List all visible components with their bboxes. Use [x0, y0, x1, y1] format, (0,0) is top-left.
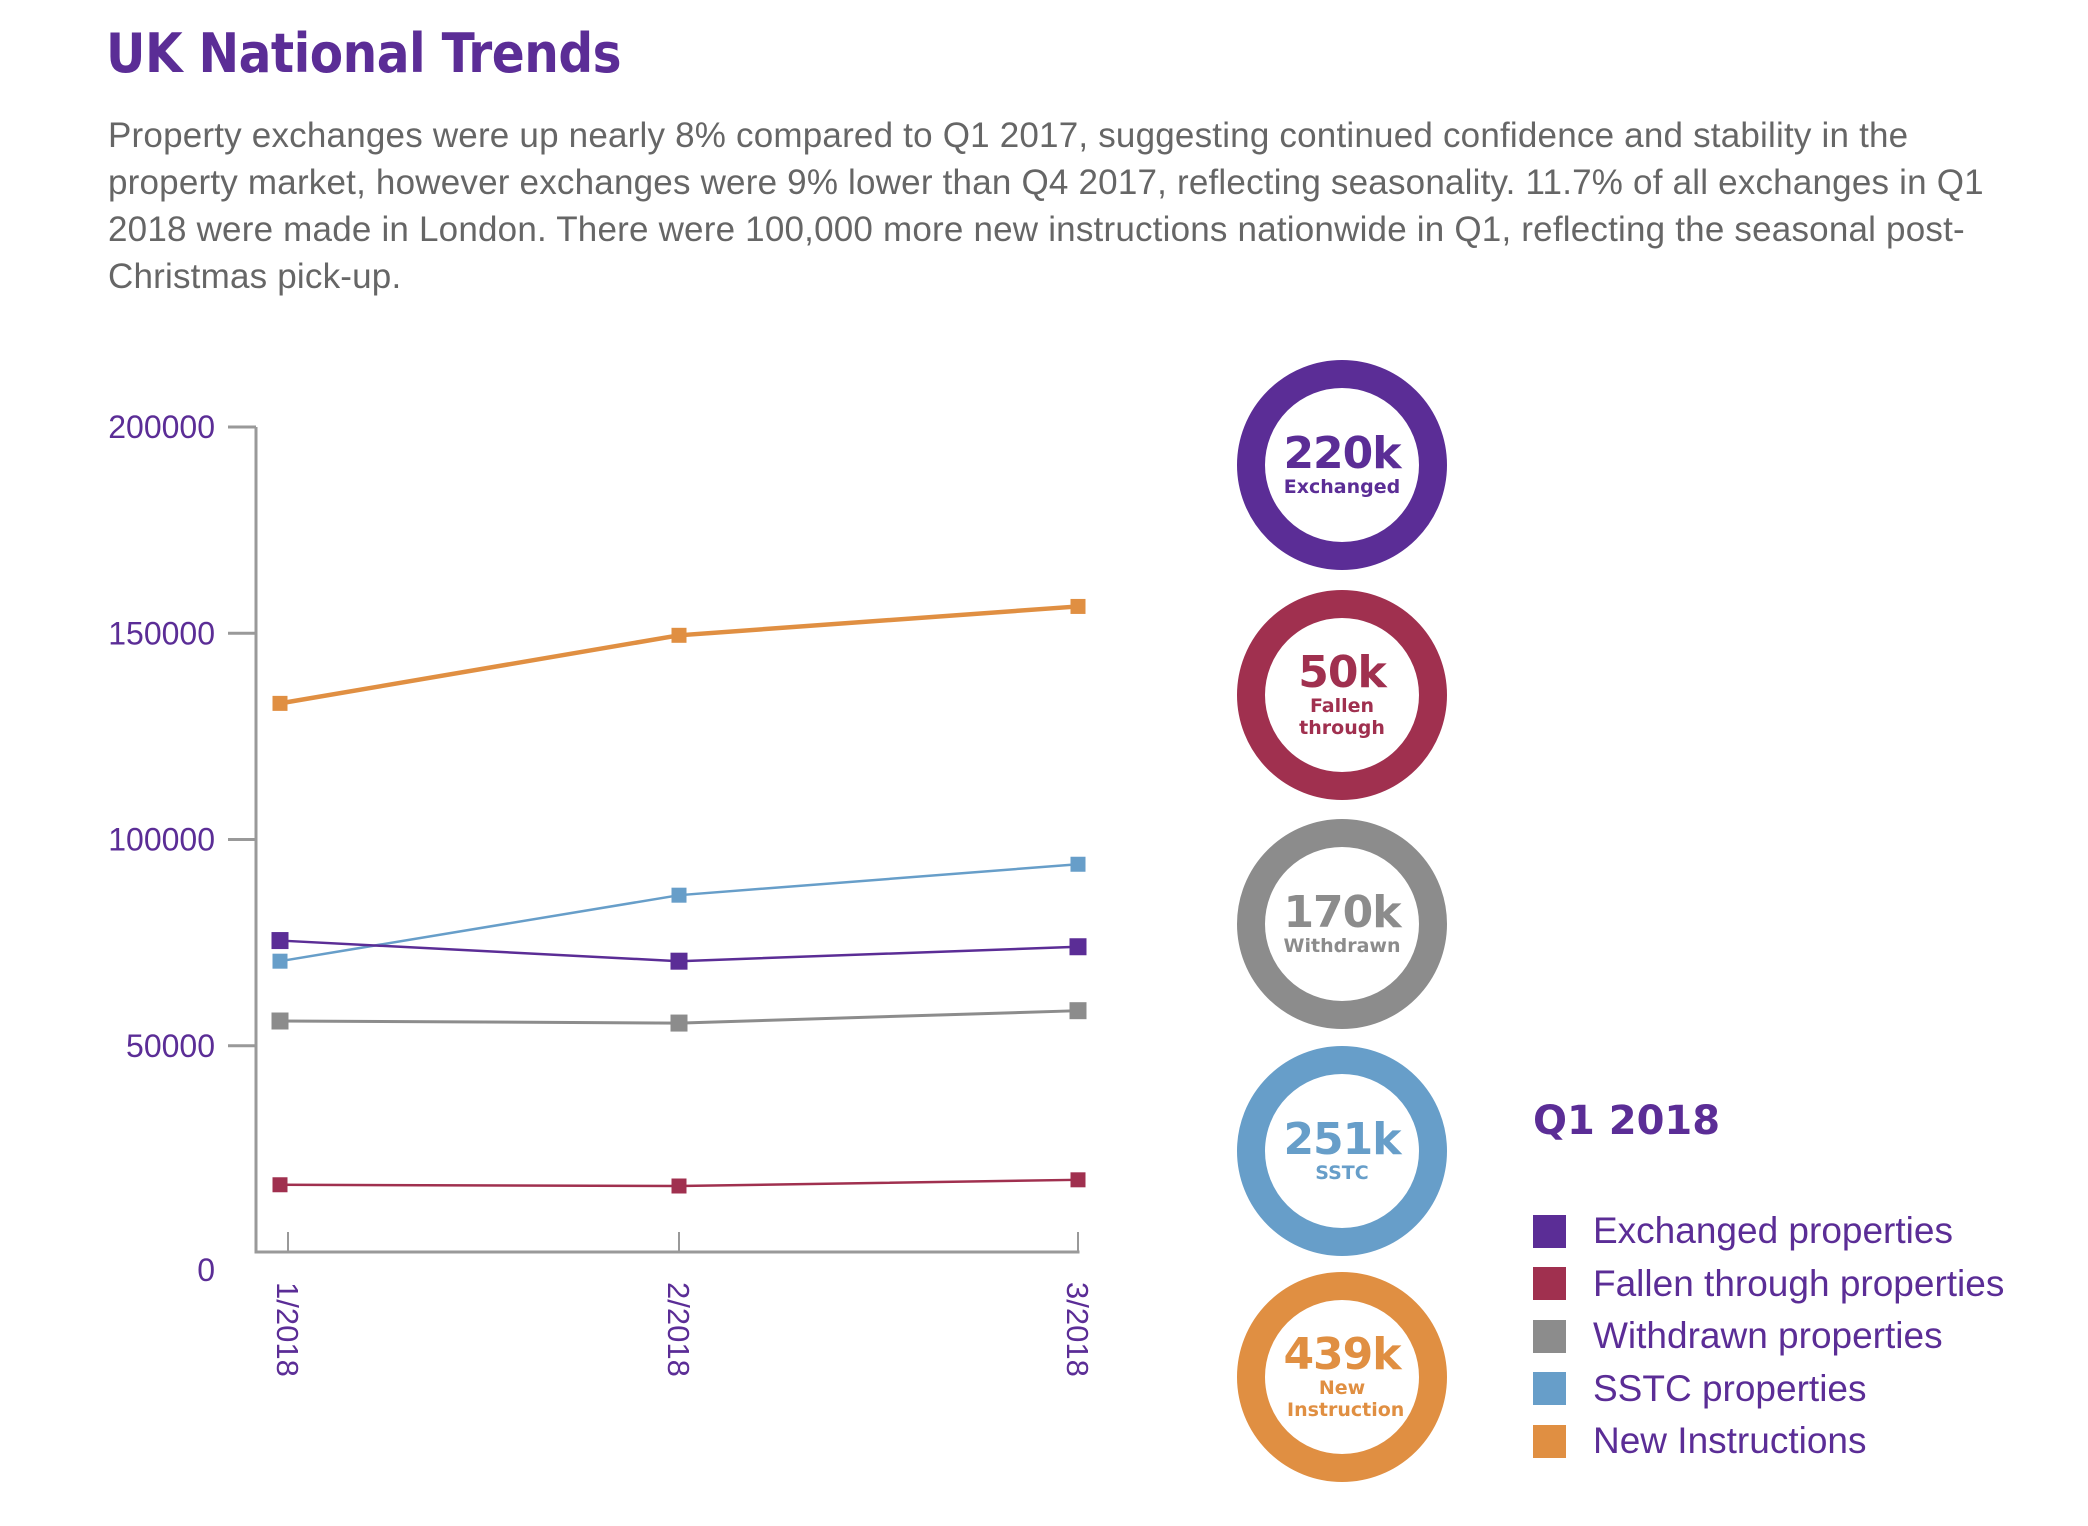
y-tick-label: 50000 — [126, 1028, 215, 1064]
legend-label: Withdrawn properties — [1593, 1315, 1943, 1357]
donut-label: Exchanged — [1283, 476, 1401, 498]
summary-donut-sstc: 251k SSTC — [1237, 1046, 1447, 1256]
chart-axes: 0 50000 100000 150000 200000 1/2018 2/2018 3/20… — [108, 409, 1095, 1377]
y-tick-label: 200000 — [108, 409, 215, 445]
donut-label: Fallen through — [1299, 695, 1385, 739]
legend-label: Fallen through properties — [1593, 1262, 2005, 1304]
chart-series — [271, 598, 1087, 1194]
legend-title: Q1 2018 — [1533, 1098, 1721, 1144]
legend-item-withdrawn: Withdrawn properties — [1533, 1310, 2004, 1363]
legend-swatch — [1533, 1214, 1566, 1248]
legend-label: SSTC properties — [1593, 1367, 1867, 1409]
y-tick-label: 0 — [197, 1252, 215, 1288]
data-point-new-instructions — [272, 695, 288, 711]
chart-legend: Exchanged properties Fallen through prope… — [1533, 1205, 2004, 1468]
y-tick-label: 150000 — [108, 615, 215, 651]
x-tick-label: 3/2018 — [1060, 1282, 1095, 1377]
data-point-fallen — [272, 1177, 288, 1193]
legend-item-fallen: Fallen through properties — [1533, 1258, 2004, 1311]
legend-item-sstc: SSTC properties — [1533, 1363, 2004, 1416]
donut-value: 251k — [1283, 1114, 1401, 1165]
data-point-withdrawn — [1069, 1002, 1087, 1020]
donut-label: SSTC — [1315, 1162, 1369, 1184]
summary-donut-fallen: 50k Fallen through — [1237, 590, 1447, 800]
donut-label: New Instruction — [1287, 1377, 1405, 1421]
legend-label: New Instructions — [1593, 1420, 1867, 1462]
data-point-exchanged — [1069, 938, 1087, 956]
legend-swatch — [1533, 1372, 1566, 1406]
data-point-sstc — [671, 887, 687, 903]
series-line-new-instructions — [279, 604, 1079, 706]
donut-value: 220k — [1283, 428, 1401, 479]
data-point-fallen — [671, 1178, 687, 1194]
x-tick-label: 1/2018 — [270, 1282, 305, 1377]
legend-item-exchanged: Exchanged properties — [1533, 1205, 2004, 1258]
x-tick-label: 2/2018 — [661, 1282, 696, 1377]
legend-item-new-instructions: New Instructions — [1533, 1415, 2004, 1468]
data-point-exchanged — [271, 932, 289, 950]
donut-value: 50k — [1298, 647, 1386, 698]
data-point-new-instructions — [671, 627, 687, 643]
summary-donut-exchanged: 220k Exchanged — [1237, 360, 1447, 570]
data-point-withdrawn — [271, 1012, 289, 1030]
summary-donut-new-instructions: 439k New Instruction — [1237, 1272, 1447, 1482]
legend-swatch — [1533, 1319, 1566, 1353]
data-point-fallen — [1070, 1172, 1086, 1188]
legend-label: Exchanged properties — [1593, 1210, 1953, 1252]
data-point-withdrawn — [670, 1014, 688, 1032]
legend-swatch — [1533, 1267, 1566, 1301]
data-point-new-instructions — [1070, 598, 1086, 614]
donut-value: 170k — [1283, 887, 1401, 938]
donut-value: 439k — [1283, 1329, 1401, 1380]
data-point-exchanged — [670, 952, 688, 970]
data-point-sstc — [272, 953, 288, 969]
intro-paragraph: Property exchanges were up nearly 8% com… — [108, 116, 1984, 296]
summary-donut-withdrawn: 170k Withdrawn — [1237, 819, 1447, 1029]
legend-swatch — [1533, 1424, 1566, 1458]
donut-label: Withdrawn — [1283, 935, 1401, 957]
data-point-sstc — [1070, 856, 1086, 872]
page-title: UK National Trends — [106, 22, 622, 85]
y-tick-label: 100000 — [108, 822, 215, 858]
